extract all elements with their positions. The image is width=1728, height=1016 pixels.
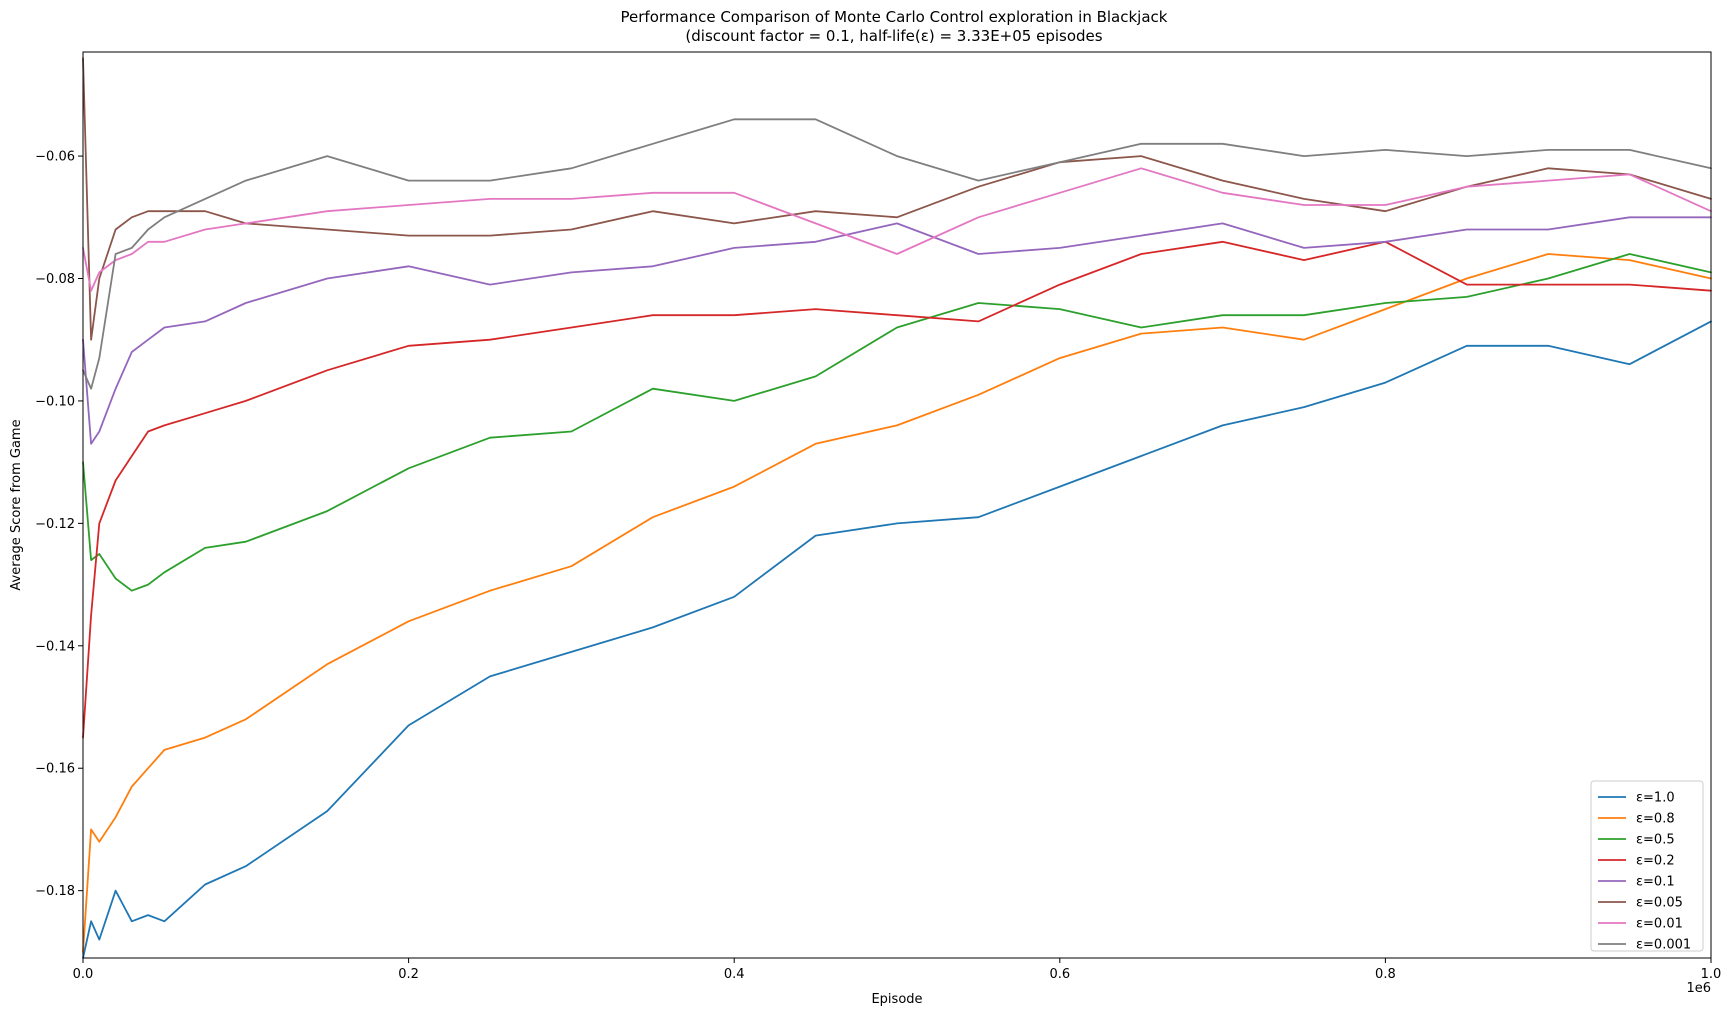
legend-label: ε=1.0 — [1636, 791, 1675, 806]
legend-label: ε=0.1 — [1636, 875, 1675, 890]
x-tick-label: 0.6 — [1049, 967, 1070, 982]
y-tick-label: −0.16 — [35, 762, 75, 777]
x-axis-ticks: 0.0 0.2 0.4 0.6 0.8 1.0 — [73, 958, 1722, 982]
x-tick-label: 0.8 — [1375, 967, 1396, 982]
series-line-4 — [82, 216, 1712, 445]
series-line-7 — [82, 118, 1712, 390]
y-axis-label: Average Score from Game — [9, 419, 24, 590]
legend-label: ε=0.2 — [1636, 854, 1675, 869]
x-offset-label: 1e6 — [1686, 981, 1711, 996]
series-line-6 — [82, 167, 1712, 292]
legend-label: ε=0.5 — [1636, 833, 1675, 848]
y-tick-label: −0.10 — [35, 394, 75, 409]
x-tick-label: 0.4 — [724, 967, 745, 982]
chart-title: Performance Comparison of Monte Carlo Co… — [621, 8, 1168, 26]
y-axis-ticks: −0.18 −0.16 −0.14 −0.12 −0.10 −0.08 −0.06 — [35, 150, 83, 899]
y-tick-label: −0.06 — [35, 150, 75, 165]
y-tick-label: −0.08 — [35, 272, 75, 287]
x-tick-label: 0.0 — [73, 967, 94, 982]
series-line-1 — [82, 253, 1712, 953]
y-tick-label: −0.14 — [35, 639, 75, 654]
legend-label: ε=0.05 — [1636, 896, 1683, 911]
plot-frame — [82, 51, 1712, 959]
series-line-2 — [82, 253, 1712, 592]
y-tick-label: −0.18 — [35, 884, 75, 899]
y-tick-label: −0.12 — [35, 517, 75, 532]
series-layer — [82, 57, 1712, 959]
legend-label: ε=0.001 — [1636, 938, 1691, 953]
x-tick-label: 0.2 — [398, 967, 419, 982]
series-line-5 — [82, 57, 1712, 341]
chart-subtitle: (discount factor = 0.1, half-life(ε) = 3… — [685, 27, 1102, 45]
series-line-3 — [82, 240, 1712, 739]
x-tick-label: 1.0 — [1701, 967, 1722, 982]
x-axis-label: Episode — [871, 992, 922, 1007]
legend-box — [1590, 780, 1704, 952]
legend: ε=1.0 ε=0.8 ε=0.5 ε=0.2 ε=0.1 ε=0.05 ε=0.01 ε=0… — [1590, 780, 1704, 953]
legend-label: ε=0.8 — [1636, 812, 1675, 827]
legend-label: ε=0.01 — [1636, 917, 1683, 932]
series-line-0 — [82, 320, 1712, 959]
